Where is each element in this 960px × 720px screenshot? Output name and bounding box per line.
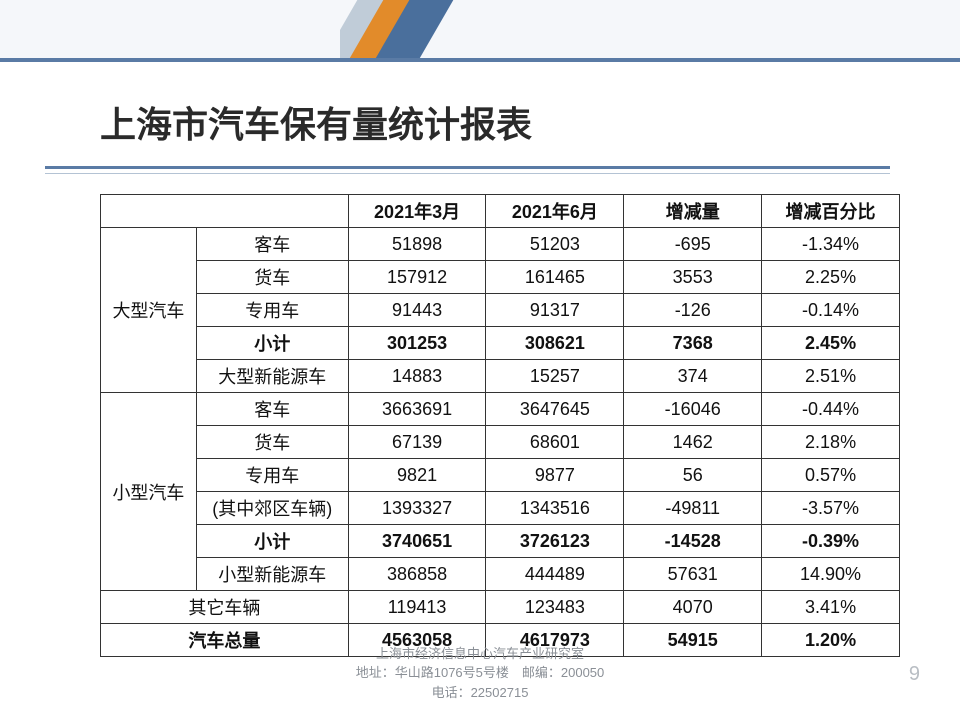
table-cell: 57631	[624, 558, 762, 591]
table-row: 小型汽车客车36636913647645-16046-0.44%	[101, 393, 900, 426]
table-cell: -14528	[624, 525, 762, 558]
table-header-row: 2021年3月 2021年6月 增减量 增减百分比	[101, 195, 900, 228]
row-label: 小计	[196, 525, 348, 558]
row-label: 专用车	[196, 294, 348, 327]
footer-line-3: 电话：22502715	[0, 683, 960, 703]
table-cell: -1.34%	[762, 228, 900, 261]
table-cell: 2.25%	[762, 261, 900, 294]
table-cell: 15257	[486, 360, 624, 393]
table-row: (其中郊区车辆)13933271343516-49811-3.57%	[101, 492, 900, 525]
table-cell: 157912	[348, 261, 486, 294]
table-cell: 1343516	[486, 492, 624, 525]
table-cell: 2.45%	[762, 327, 900, 360]
table-cell: 119413	[348, 591, 486, 624]
table-row: 货车15791216146535532.25%	[101, 261, 900, 294]
table-cell: 386858	[348, 558, 486, 591]
table-cell: -695	[624, 228, 762, 261]
table-row: 大型汽车客车5189851203-695-1.34%	[101, 228, 900, 261]
footer-line-2: 地址：华山路1076号5号楼 邮编：200050	[0, 663, 960, 683]
table-cell: 7368	[624, 327, 762, 360]
col-1: 2021年6月	[486, 195, 624, 228]
table-cell: 9877	[486, 459, 624, 492]
table-cell: 3740651	[348, 525, 486, 558]
col-3: 增减百分比	[762, 195, 900, 228]
table-row: 货车671396860114622.18%	[101, 426, 900, 459]
table-cell: -0.14%	[762, 294, 900, 327]
table-cell: 3.41%	[762, 591, 900, 624]
header-blank	[101, 195, 349, 228]
table-cell: 374	[624, 360, 762, 393]
page-title: 上海市汽车保有量统计报表	[100, 90, 900, 166]
table-row: 小计37406513726123-14528-0.39%	[101, 525, 900, 558]
row-label: 其它车辆	[101, 591, 349, 624]
title-rule-second	[45, 173, 890, 174]
table-cell: 9821	[348, 459, 486, 492]
table-cell: 3647645	[486, 393, 624, 426]
table-cell: -126	[624, 294, 762, 327]
row-label: 客车	[196, 393, 348, 426]
table-cell: 51203	[486, 228, 624, 261]
table-cell: 1462	[624, 426, 762, 459]
footer: 上海市经济信息中心汽车产业研究室 地址：华山路1076号5号楼 邮编：20005…	[0, 644, 960, 703]
group-label: 大型汽车	[101, 228, 197, 393]
table-cell: 91317	[486, 294, 624, 327]
header-band	[0, 0, 960, 62]
table-row: 专用车9144391317-126-0.14%	[101, 294, 900, 327]
row-label: 专用车	[196, 459, 348, 492]
col-2: 增减量	[624, 195, 762, 228]
title-rule	[45, 166, 890, 169]
row-label: 客车	[196, 228, 348, 261]
table-row: 小计30125330862173682.45%	[101, 327, 900, 360]
table-cell: 68601	[486, 426, 624, 459]
table-cell: 14883	[348, 360, 486, 393]
row-label: 货车	[196, 261, 348, 294]
table-cell: 3726123	[486, 525, 624, 558]
footer-line-1: 上海市经济信息中心汽车产业研究室	[0, 644, 960, 664]
table-cell: 4070	[624, 591, 762, 624]
table-cell: 3663691	[348, 393, 486, 426]
table-cell: 444489	[486, 558, 624, 591]
table-cell: 2.51%	[762, 360, 900, 393]
table-cell: 67139	[348, 426, 486, 459]
header-chevrons	[340, 0, 480, 62]
page-number: 9	[909, 663, 920, 686]
group-label: 小型汽车	[101, 393, 197, 591]
table-cell: 91443	[348, 294, 486, 327]
table-row: 大型新能源车14883152573742.51%	[101, 360, 900, 393]
table-cell: 51898	[348, 228, 486, 261]
table-cell: 14.90%	[762, 558, 900, 591]
table-cell: 161465	[486, 261, 624, 294]
table-cell: -49811	[624, 492, 762, 525]
col-0: 2021年3月	[348, 195, 486, 228]
row-label: 小型新能源车	[196, 558, 348, 591]
table-cell: -3.57%	[762, 492, 900, 525]
table-row: 其它车辆11941312348340703.41%	[101, 591, 900, 624]
data-table: 2021年3月 2021年6月 增减量 增减百分比 大型汽车客车51898512…	[100, 194, 900, 657]
table-cell: 1393327	[348, 492, 486, 525]
table-cell: -0.39%	[762, 525, 900, 558]
table-cell: 0.57%	[762, 459, 900, 492]
table-cell: 2.18%	[762, 426, 900, 459]
table-row: 小型新能源车3868584444895763114.90%	[101, 558, 900, 591]
table-row: 专用车98219877560.57%	[101, 459, 900, 492]
table-cell: -0.44%	[762, 393, 900, 426]
row-label: (其中郊区车辆)	[196, 492, 348, 525]
row-label: 大型新能源车	[196, 360, 348, 393]
row-label: 小计	[196, 327, 348, 360]
data-table-container: 2021年3月 2021年6月 增减量 增减百分比 大型汽车客车51898512…	[100, 194, 900, 657]
table-cell: 308621	[486, 327, 624, 360]
table-cell: 3553	[624, 261, 762, 294]
table-cell: 123483	[486, 591, 624, 624]
table-cell: -16046	[624, 393, 762, 426]
table-cell: 56	[624, 459, 762, 492]
table-cell: 301253	[348, 327, 486, 360]
row-label: 货车	[196, 426, 348, 459]
